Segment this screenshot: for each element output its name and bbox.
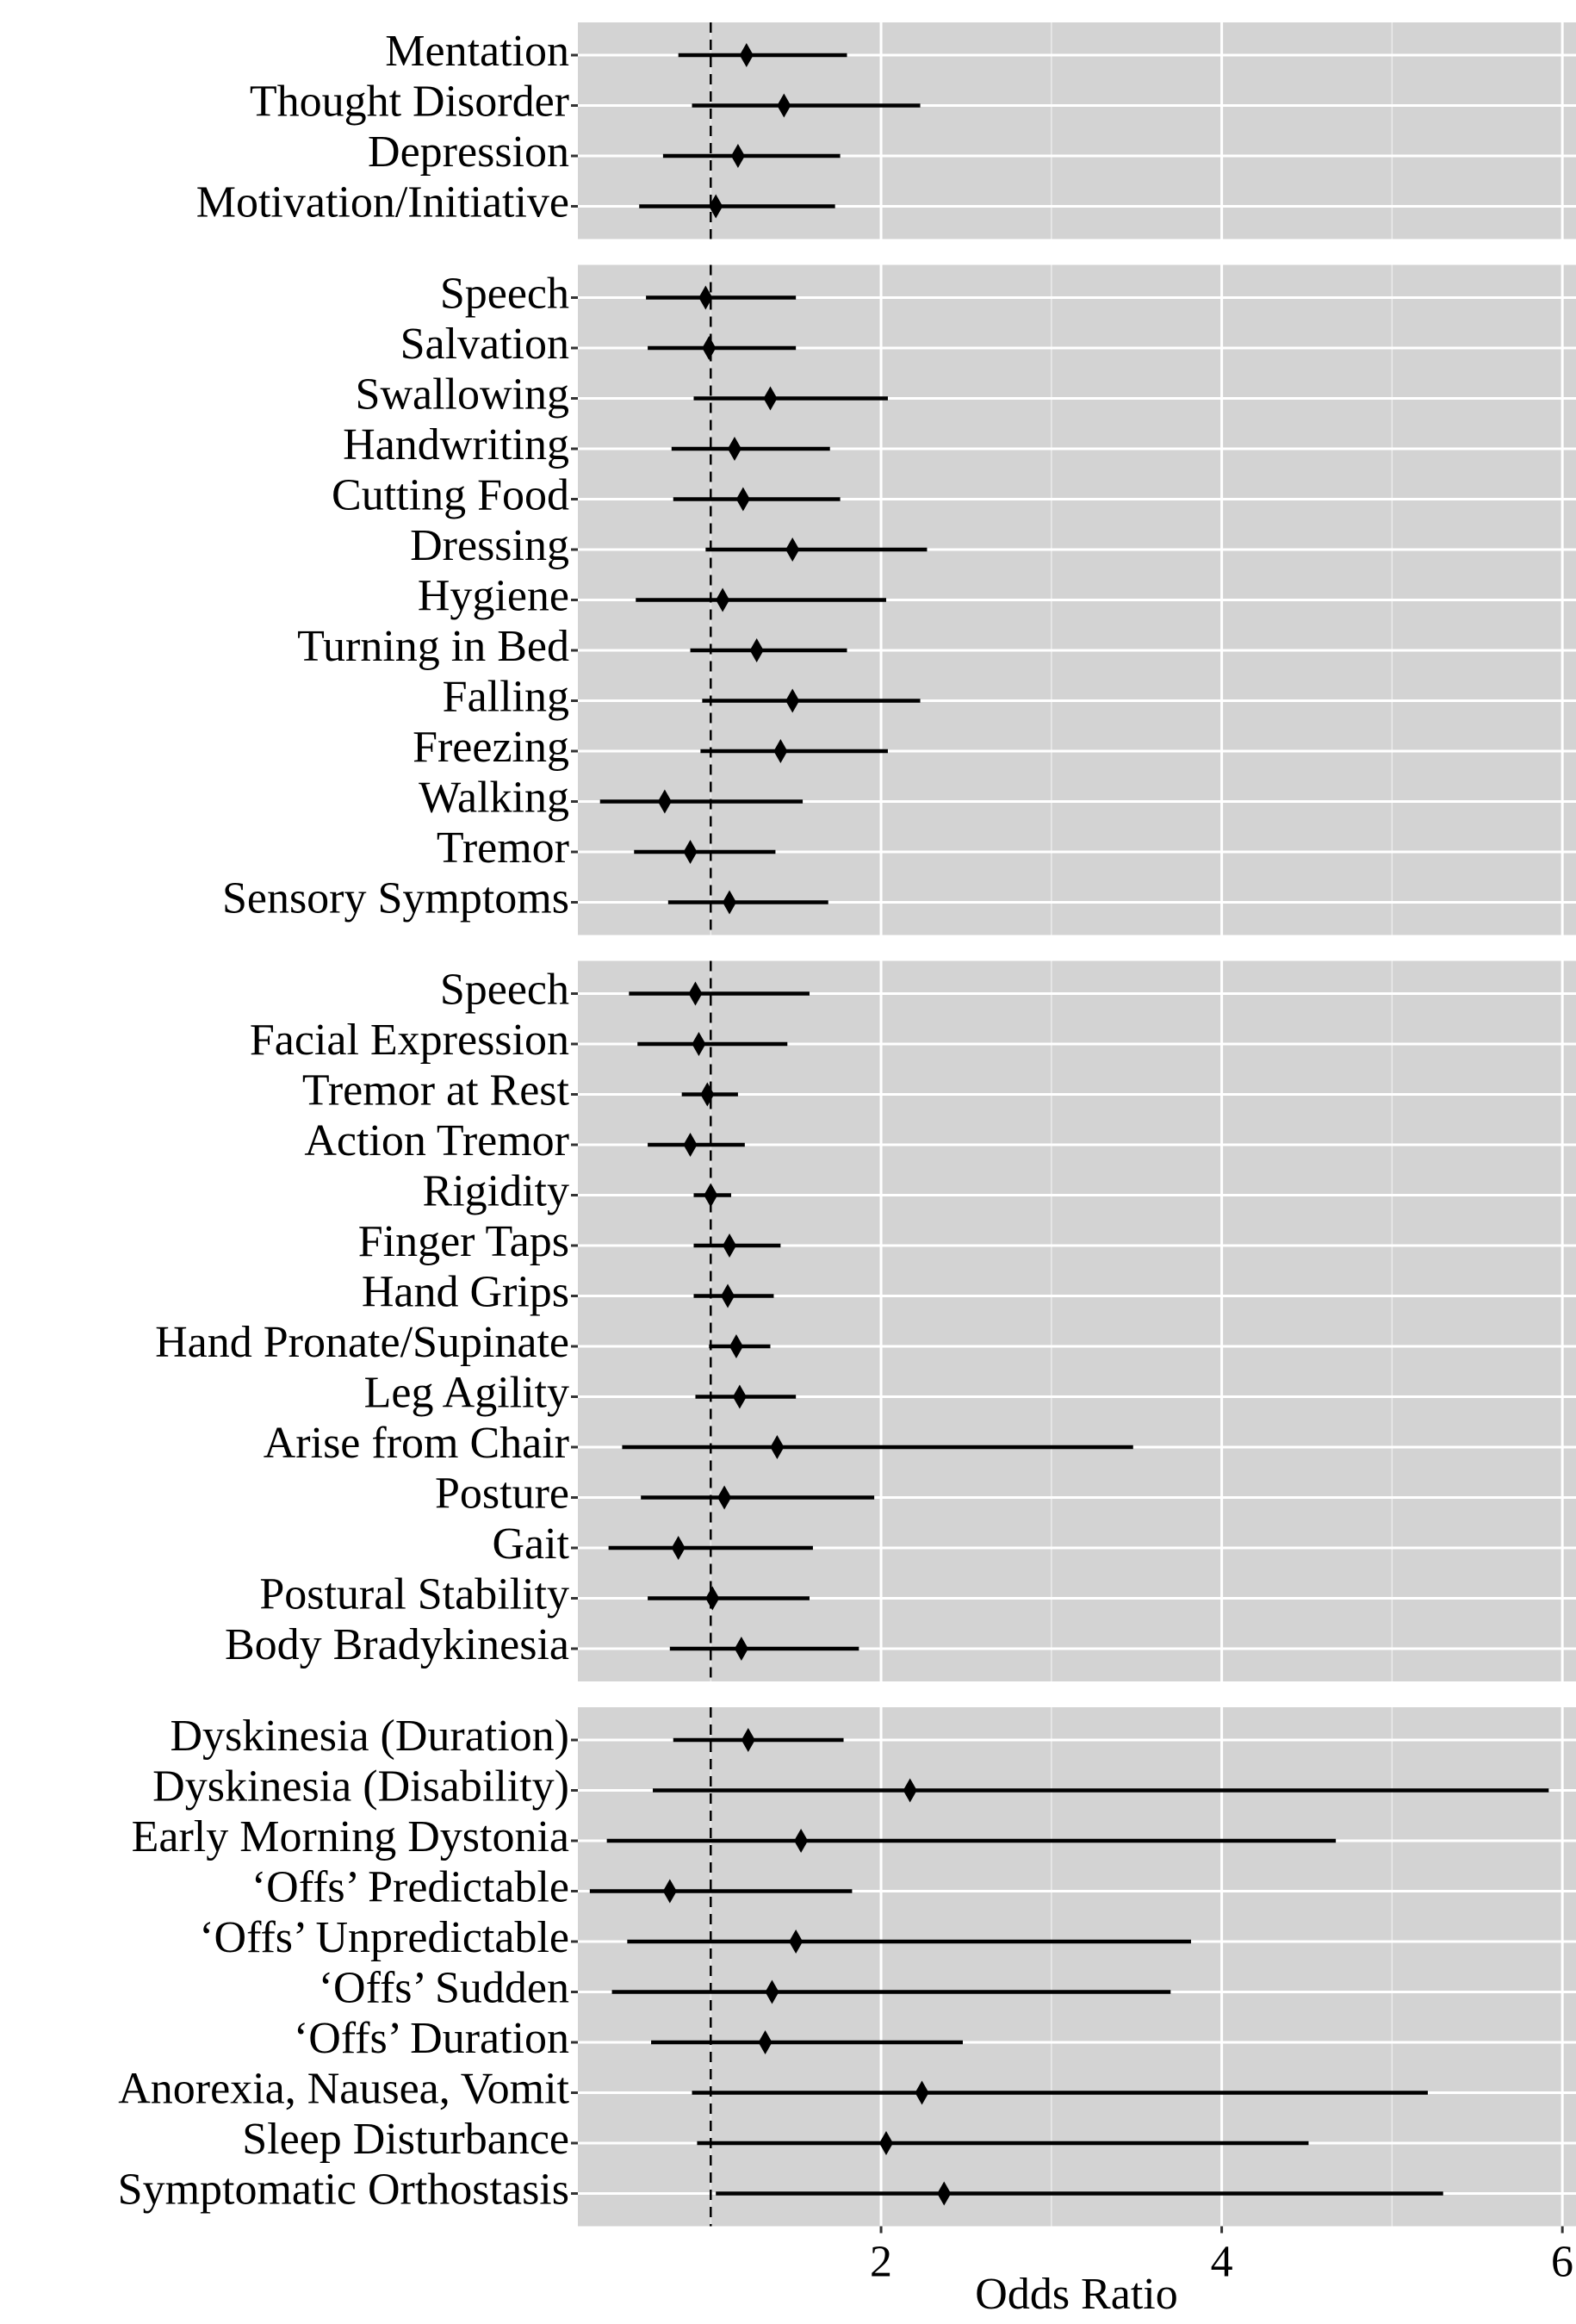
panel-background	[578, 1707, 1576, 2227]
estimate-point	[662, 1879, 677, 1904]
estimate-point	[770, 1435, 785, 1459]
y-tick-label: Hygiene	[418, 571, 569, 620]
estimate-point	[903, 1778, 917, 1803]
estimate-point	[723, 890, 737, 915]
y-tick-label: Dressing	[410, 521, 569, 570]
estimate-point	[785, 538, 800, 562]
y-tick-label: Cutting Food	[332, 470, 569, 519]
y-tick-label: Hand Pronate/Supinate	[155, 1318, 569, 1367]
y-tick-label: Early Morning Dystonia	[132, 1812, 569, 1861]
y-tick-label: Speech	[440, 965, 569, 1014]
x-tick-label: 6	[1551, 2237, 1573, 2286]
estimate-point	[730, 144, 745, 168]
estimate-point	[937, 2181, 952, 2206]
y-tick-label: Dyskinesia (Duration)	[170, 1712, 569, 1761]
y-tick-label: ‘Offs’ Duration	[294, 2014, 569, 2063]
y-tick-label: Handwriting	[343, 420, 569, 469]
estimate-point	[683, 1133, 698, 1157]
y-tick-label: Mentation	[385, 27, 569, 76]
y-tick-label: Action Tremor	[304, 1116, 569, 1165]
estimate-point	[692, 1032, 706, 1056]
estimate-point	[702, 336, 717, 360]
estimate-point	[741, 1728, 755, 1752]
y-tick-label: Body Bradykinesia	[225, 1620, 569, 1669]
y-tick-label: ‘Offs’ Unpredictable	[199, 1913, 569, 1962]
x-axis-title: Odds Ratio	[975, 2270, 1177, 2319]
estimate-point	[704, 1183, 718, 1208]
estimate-point	[785, 688, 800, 713]
y-tick-label: Finger Taps	[358, 1217, 569, 1266]
y-tick-label: Thought Disorder	[250, 77, 569, 126]
estimate-point	[777, 93, 791, 118]
estimate-point	[729, 1334, 743, 1358]
estimate-point	[716, 587, 730, 612]
estimate-point	[698, 285, 713, 310]
estimate-point	[765, 1979, 779, 2004]
estimate-point	[735, 487, 750, 512]
y-tick-label: Sleep Disturbance	[242, 2115, 569, 2164]
y-tick-label: Hand Grips	[362, 1267, 569, 1316]
y-tick-label: Posture	[435, 1469, 569, 1518]
y-tick-label: Gait	[492, 1519, 569, 1569]
estimate-point	[700, 1082, 715, 1107]
estimate-point	[657, 789, 672, 814]
estimate-point	[915, 2080, 929, 2105]
estimate-point	[688, 981, 703, 1006]
y-tick-label: ‘Offs’ Predictable	[251, 1862, 569, 1911]
y-tick-label: Tremor at Rest	[302, 1066, 570, 1115]
estimate-point	[717, 1485, 732, 1510]
estimate-point	[794, 1829, 809, 1853]
estimate-point	[758, 2030, 772, 2054]
x-tick-label: 2	[870, 2237, 892, 2286]
estimate-point	[723, 1233, 737, 1258]
y-tick-label: Facial Expression	[250, 1016, 569, 1065]
y-tick-label: Leg Agility	[364, 1368, 569, 1417]
y-tick-label: Walking	[419, 773, 569, 822]
estimate-point	[721, 1283, 735, 1308]
y-tick-label: Dyskinesia (Disability)	[152, 1762, 569, 1811]
estimate-point	[734, 1637, 748, 1661]
y-tick-label: Swallowing	[356, 370, 569, 419]
y-tick-label: Freezing	[413, 723, 569, 772]
estimate-point	[727, 437, 741, 461]
y-tick-label: Depression	[368, 127, 569, 177]
estimate-point	[709, 194, 723, 219]
estimate-point	[739, 43, 754, 67]
estimate-point	[763, 386, 778, 411]
y-tick-label: Postural Stability	[259, 1569, 569, 1619]
estimate-point	[732, 1384, 747, 1409]
y-tick-label: Rigidity	[423, 1166, 569, 1215]
y-tick-label: Salvation	[400, 320, 569, 369]
y-tick-label: Tremor	[437, 823, 569, 873]
y-tick-label: Sensory Symptoms	[222, 873, 569, 923]
y-tick-label: Turning in Bed	[297, 622, 569, 671]
panel-background	[578, 960, 1576, 1681]
x-tick-label: 4	[1211, 2237, 1233, 2286]
estimate-point	[749, 638, 764, 662]
estimate-point	[878, 2131, 893, 2155]
y-tick-label: Anorexia, Nausea, Vomit	[118, 2064, 569, 2113]
estimate-point	[683, 840, 698, 864]
estimate-point	[773, 739, 788, 763]
estimate-point	[789, 1929, 804, 1954]
y-tick-label: Falling	[443, 672, 569, 721]
y-tick-label: Arise from Chair	[264, 1419, 569, 1468]
estimate-point	[671, 1536, 686, 1560]
y-tick-label: Speech	[440, 269, 569, 318]
y-tick-label: Symptomatic Orthostasis	[118, 2165, 569, 2214]
y-tick-label: Motivation/Initiative	[196, 177, 569, 227]
estimate-point	[705, 1586, 720, 1611]
y-tick-label: ‘Offs’ Sudden	[319, 1963, 569, 2012]
